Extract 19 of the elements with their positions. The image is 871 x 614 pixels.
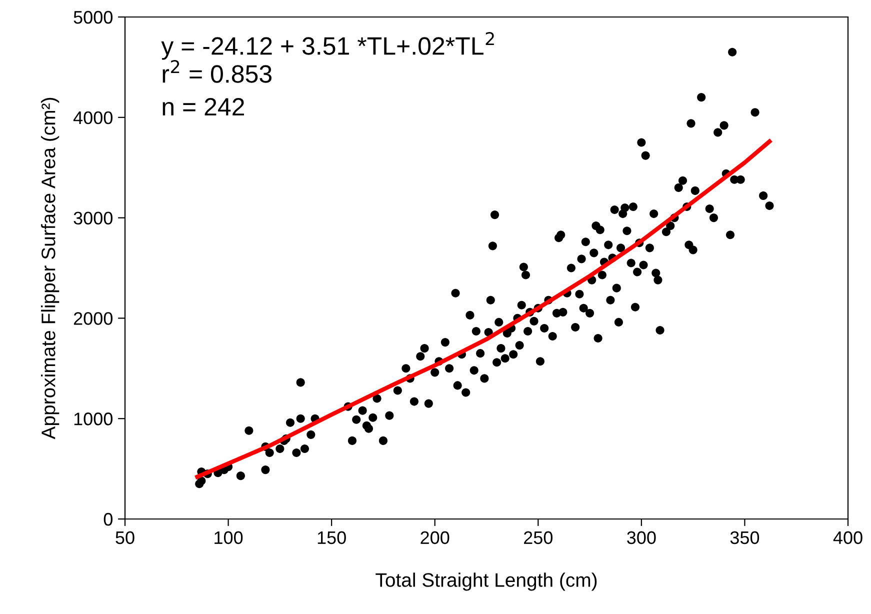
x-tick-label: 350 (730, 531, 760, 544)
y-tick-label: 5000 (74, 10, 112, 24)
x-tick-label: 100 (214, 531, 243, 544)
x-tick-label: 250 (524, 531, 552, 544)
y-tick-label: 4000 (73, 111, 112, 124)
y-tick-label: 1000 (74, 412, 112, 426)
x-tick-label: 50 (116, 531, 134, 544)
x-axis-title: Total Straight Length (cm) (376, 572, 597, 591)
annotation: r$^{2}$ = 0.853 (162, 60, 272, 83)
y-tick-label: 3000 (74, 212, 112, 225)
x-tick-label: 200 (420, 531, 450, 544)
y-tick-label: 2000 (74, 312, 112, 325)
annotation: y = -24.12 + 3.51 *TL+.02*TL$^{2}$ (161, 32, 494, 60)
x-tick-label: 400 (833, 531, 862, 544)
y-tick-label: 0 (104, 512, 112, 526)
y-axis-title: Approximate Flipper Surface Area (cm²) (41, 98, 60, 440)
x-tick-label: 300 (627, 531, 656, 544)
x-tick-label: 150 (318, 531, 346, 544)
annotation: n = 242 (162, 98, 244, 116)
